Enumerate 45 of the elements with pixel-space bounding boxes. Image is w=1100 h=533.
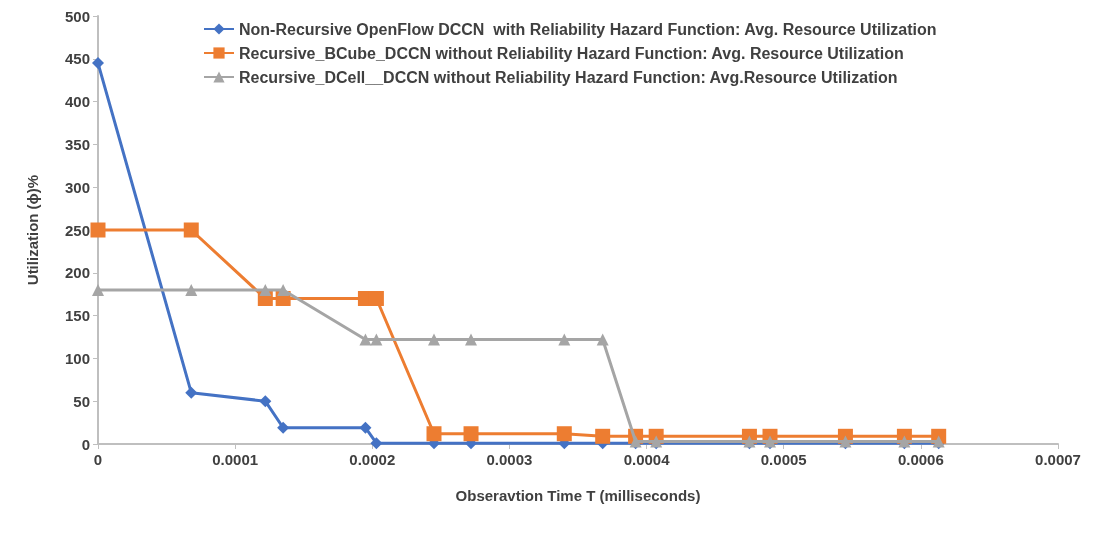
x-tick-label: 0.0004 bbox=[623, 451, 671, 468]
y-tick-label: 250 bbox=[64, 221, 90, 239]
legend-label: Recursive_BCube_DCCN without Reliability Hazard Function: Avg. Resource Utilization bbox=[239, 44, 904, 62]
point bbox=[558, 333, 571, 346]
point bbox=[595, 428, 611, 444]
point bbox=[370, 333, 383, 346]
point bbox=[428, 333, 440, 346]
point bbox=[92, 57, 104, 70]
y-tick-label: 50 bbox=[73, 392, 90, 410]
point bbox=[359, 333, 372, 346]
x-tick-label: 0.0007 bbox=[1035, 451, 1081, 468]
x-tick-label: 0.0001 bbox=[212, 451, 259, 468]
point bbox=[359, 421, 372, 434]
x-tick-label: 0.0003 bbox=[486, 451, 533, 468]
x-tick-label: 0 bbox=[93, 451, 103, 468]
point bbox=[463, 426, 479, 442]
point bbox=[259, 395, 272, 408]
point bbox=[90, 222, 106, 238]
y-tick-label: 200 bbox=[64, 264, 90, 282]
y-tick-label: 500 bbox=[64, 7, 90, 25]
x-axis-title: Obseravtion Time T (milliseconds) bbox=[455, 487, 701, 504]
x-tick-label: 0.0005 bbox=[760, 451, 807, 468]
y-tick-label: 300 bbox=[64, 178, 90, 196]
y-tick-label: 0 bbox=[81, 435, 90, 453]
point bbox=[185, 386, 198, 399]
y-axis-title: Utilization (ϕ)% bbox=[24, 174, 41, 286]
legend-label: Recursive_DCell__DCCN without Reliability Hazard Function: Avg.Resource Utilization bbox=[239, 68, 898, 86]
y-tick-label: 100 bbox=[64, 349, 90, 367]
x-tick-label: 0.0006 bbox=[897, 451, 944, 468]
legend-label: Non-Recursive OpenFlow DCCN with Reliability Hazard Function: Avg. Resource Utilization bbox=[239, 20, 937, 38]
x-tick-label: 0.0002 bbox=[349, 451, 396, 468]
point bbox=[556, 426, 572, 442]
point bbox=[277, 283, 290, 296]
y-tick-label: 450 bbox=[64, 50, 90, 68]
point bbox=[92, 283, 104, 296]
point bbox=[596, 333, 609, 346]
y-tick-label: 400 bbox=[64, 93, 90, 111]
point bbox=[183, 222, 199, 238]
point bbox=[370, 437, 383, 450]
point bbox=[465, 333, 478, 346]
point bbox=[426, 426, 442, 442]
point bbox=[259, 283, 272, 296]
y-tick-label: 150 bbox=[64, 307, 90, 325]
point bbox=[185, 283, 198, 296]
y-tick-label: 350 bbox=[64, 135, 90, 153]
